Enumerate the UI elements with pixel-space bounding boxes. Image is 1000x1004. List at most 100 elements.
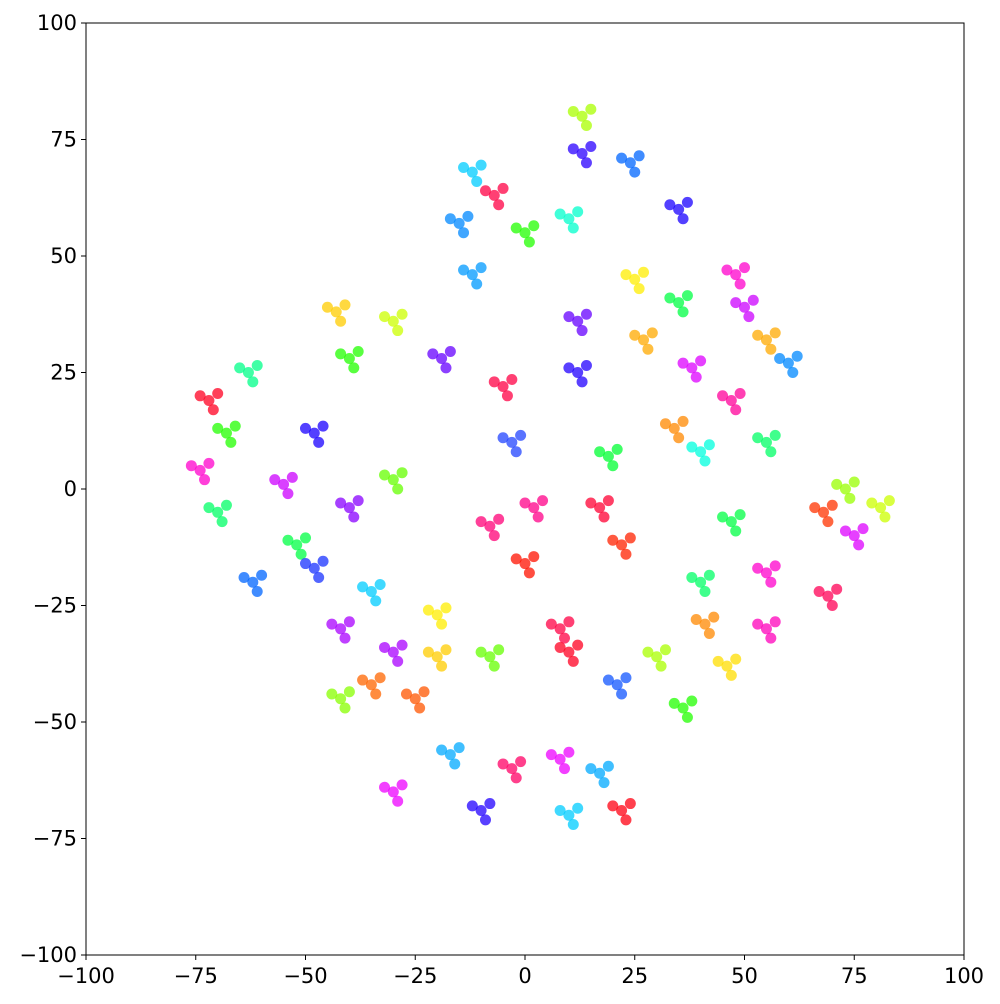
y-tick-label: −100 xyxy=(19,943,77,967)
point xyxy=(343,686,355,698)
point xyxy=(602,674,614,686)
point xyxy=(225,436,237,448)
point xyxy=(677,357,689,369)
point xyxy=(580,157,592,169)
y-tick-label: 0 xyxy=(64,477,77,501)
point xyxy=(392,655,404,667)
point xyxy=(774,353,786,365)
point xyxy=(839,525,851,537)
point xyxy=(300,422,311,434)
point xyxy=(199,474,211,486)
point xyxy=(387,786,399,798)
point xyxy=(352,495,364,507)
point xyxy=(458,161,470,173)
point xyxy=(576,147,588,159)
x-tick-label: 100 xyxy=(944,964,984,988)
point xyxy=(396,467,408,479)
point xyxy=(695,355,707,367)
x-tick-label: 25 xyxy=(621,964,648,988)
point xyxy=(194,464,206,476)
point xyxy=(251,586,263,598)
point xyxy=(212,387,224,399)
point xyxy=(607,460,619,472)
point xyxy=(611,443,623,455)
point xyxy=(444,749,456,761)
point xyxy=(501,390,513,402)
point xyxy=(431,651,443,663)
point xyxy=(247,576,259,588)
point xyxy=(572,639,584,651)
point xyxy=(488,189,500,201)
point xyxy=(760,334,772,346)
point xyxy=(563,646,575,658)
point xyxy=(695,446,707,458)
point xyxy=(335,497,347,509)
point xyxy=(883,495,895,507)
point xyxy=(326,688,338,700)
point xyxy=(387,474,399,486)
point xyxy=(624,157,636,169)
point xyxy=(506,373,518,385)
point xyxy=(686,572,698,584)
point xyxy=(453,217,465,229)
point xyxy=(335,315,347,327)
point xyxy=(752,329,764,341)
point xyxy=(822,590,834,602)
point xyxy=(782,357,794,369)
point xyxy=(638,266,650,278)
point xyxy=(739,301,750,313)
point xyxy=(212,422,224,434)
point xyxy=(765,343,777,355)
point xyxy=(357,581,369,593)
point xyxy=(677,213,689,225)
point xyxy=(436,618,448,630)
point xyxy=(510,772,522,784)
point xyxy=(471,175,483,187)
point xyxy=(343,502,355,514)
point xyxy=(743,311,755,323)
point xyxy=(730,653,742,665)
point xyxy=(624,532,636,544)
point xyxy=(620,672,632,684)
point xyxy=(664,199,676,211)
point xyxy=(387,646,399,658)
point xyxy=(510,222,522,234)
point xyxy=(703,439,715,451)
point xyxy=(853,539,865,551)
point xyxy=(484,798,496,810)
point xyxy=(523,567,535,579)
point xyxy=(717,511,729,523)
point xyxy=(444,213,456,225)
point xyxy=(576,376,588,388)
point xyxy=(374,672,386,684)
point xyxy=(686,362,698,374)
point xyxy=(725,669,737,681)
point xyxy=(769,327,781,339)
point xyxy=(699,455,711,467)
point xyxy=(769,429,781,441)
point xyxy=(765,446,777,458)
point xyxy=(752,618,764,630)
point xyxy=(436,353,448,365)
point xyxy=(668,422,680,434)
point xyxy=(488,376,500,388)
point xyxy=(321,301,333,313)
point xyxy=(379,781,391,793)
point xyxy=(651,651,663,663)
point xyxy=(567,655,579,667)
point xyxy=(440,602,452,614)
point xyxy=(484,520,496,532)
point xyxy=(326,618,338,630)
point xyxy=(646,327,658,339)
point xyxy=(203,502,215,514)
point xyxy=(449,758,461,770)
point xyxy=(629,273,641,285)
point xyxy=(203,457,215,469)
point xyxy=(475,805,487,817)
point xyxy=(866,497,878,509)
point xyxy=(690,613,702,625)
point xyxy=(466,800,478,812)
point xyxy=(554,753,566,765)
point xyxy=(440,644,452,656)
point xyxy=(673,432,685,444)
